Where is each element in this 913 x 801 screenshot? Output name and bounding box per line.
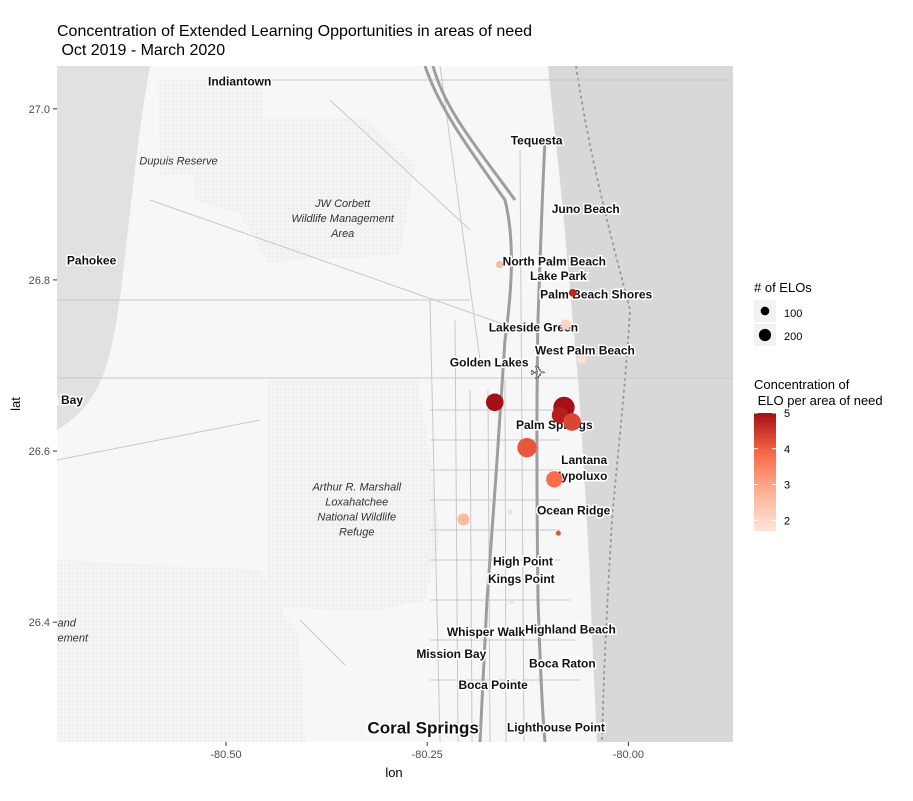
place-label-ocean-ridge: Ocean Ridge [537, 503, 611, 517]
place-label-indiantown: Indiantown [208, 75, 271, 89]
lake-okeechobee [57, 66, 150, 430]
elo-point-8 [517, 437, 537, 458]
area-label-1-line-1: Wildlife Management [291, 213, 395, 225]
color-legend: Concentration of ELO per area of need 2 3… [754, 377, 883, 531]
elo-point-1 [568, 288, 577, 297]
place-label-n-bay: n Bay [50, 393, 83, 407]
place-label-tequesta: Tequesta [511, 134, 563, 148]
area-label-2-line-2: National Wildlife [317, 511, 396, 523]
color-legend-title-line2: ELO per area of need [754, 393, 883, 408]
color-legend-label-3: 3 [784, 480, 790, 492]
area-label-1-line-2: Area [330, 228, 354, 240]
elo-point-0 [496, 260, 504, 269]
y-axis-title: lat [8, 397, 23, 411]
elo-point-13 [509, 599, 514, 604]
place-label-golden-lakes: Golden Lakes [450, 355, 529, 369]
jw-corbett-area [190, 118, 415, 262]
elo-point-12 [555, 530, 561, 536]
size-legend-key-200 [758, 328, 772, 342]
place-label-lake-park: Lake Park [530, 269, 587, 283]
place-label-boca-pointe: Boca Pointe [459, 678, 529, 692]
size-legend: # of ELOs 100 200 [754, 280, 812, 346]
chart-subtitle: Oct 2019 - March 2020 [57, 42, 225, 59]
area-label-2-line-1: Loxahatchee [325, 496, 388, 508]
elo-point-7 [563, 413, 581, 431]
place-label-highland-beach: Highland Beach [525, 622, 616, 636]
place-label-mission-bay: Mission Bay [416, 647, 486, 661]
area-label-1-line-0: JW Corbett [314, 198, 371, 210]
place-label-kings-point: Kings Point [488, 572, 555, 586]
size-legend-title: # of ELOs [754, 280, 812, 295]
place-label-west-palm-beach: West Palm Beach [535, 343, 635, 357]
elo-point-3 [577, 355, 586, 364]
x-tick-label-2: -80.00 [613, 749, 644, 761]
place-label-boca-raton: Boca Raton [529, 657, 596, 671]
place-label-coral-springs: Coral Springs [367, 718, 478, 737]
southwest-management-area [57, 560, 305, 742]
color-legend-label-5: 5 [784, 408, 790, 420]
size-legend-label-100: 100 [784, 308, 802, 320]
elo-point-2 [560, 319, 571, 330]
loxahatchee-area [268, 380, 440, 610]
elo-point-10 [457, 513, 470, 526]
place-label-pahokee: Pahokee [67, 254, 117, 268]
x-axis-title: lon [385, 765, 402, 780]
place-label-whisper-walk: Whisper Walk [447, 625, 526, 639]
elo-point-4 [485, 393, 504, 412]
color-legend-title-line1: Concentration of [754, 377, 850, 392]
x-tick-label-1: -80.25 [412, 749, 443, 761]
color-legend-bar [754, 413, 776, 531]
atlantic-ocean [548, 66, 733, 742]
highways [423, 66, 547, 742]
place-label-lighthouse-point: Lighthouse Point [507, 721, 605, 735]
place-label-lantana: Lantana [561, 453, 607, 467]
color-legend-label-4: 4 [784, 444, 790, 456]
place-label-juno-beach: Juno Beach [552, 202, 620, 216]
chart-title: Concentration of Extended Learning Oppor… [57, 23, 532, 40]
place-label-north-palm-beach: North Palm Beach [503, 254, 606, 268]
place-label-lakeside-green: Lakeside Green [489, 320, 578, 334]
area-label-0-line-0: Dupuis Reserve [139, 155, 217, 167]
x-tick-label-0: -80.50 [210, 749, 241, 761]
elo-point-11 [507, 509, 513, 515]
place-label-hypoluxo: Hypoluxo [553, 469, 608, 483]
elo-point-9 [546, 471, 563, 488]
area-label-2-line-0: Arthur R. Marshall [311, 481, 401, 493]
place-label-high-point: High Point [493, 555, 553, 569]
color-legend-label-2: 2 [784, 515, 790, 527]
y-tick-label-1: 26.6 [29, 446, 50, 458]
size-legend-key-100 [760, 306, 770, 316]
maritime-boundary [575, 66, 631, 742]
map-panel: ✈ Dupuis Reserve JW Corbett Wildlife Manag… [45, 66, 733, 742]
place-label-palm-beach-shores: Palm Beach Shores [540, 288, 652, 302]
size-legend-label-200: 200 [784, 331, 802, 343]
airport-icon: ✈ [530, 363, 545, 384]
y-tick-label-2: 26.8 [29, 275, 50, 287]
y-tick-label-0: 26.4 [29, 617, 50, 629]
area-label-2-line-3: Refuge [339, 526, 374, 538]
y-tick-label-3: 27.0 [29, 104, 50, 116]
area-label-3-line-0: and [57, 617, 76, 629]
area-label-3-line-1: agement [45, 632, 89, 644]
